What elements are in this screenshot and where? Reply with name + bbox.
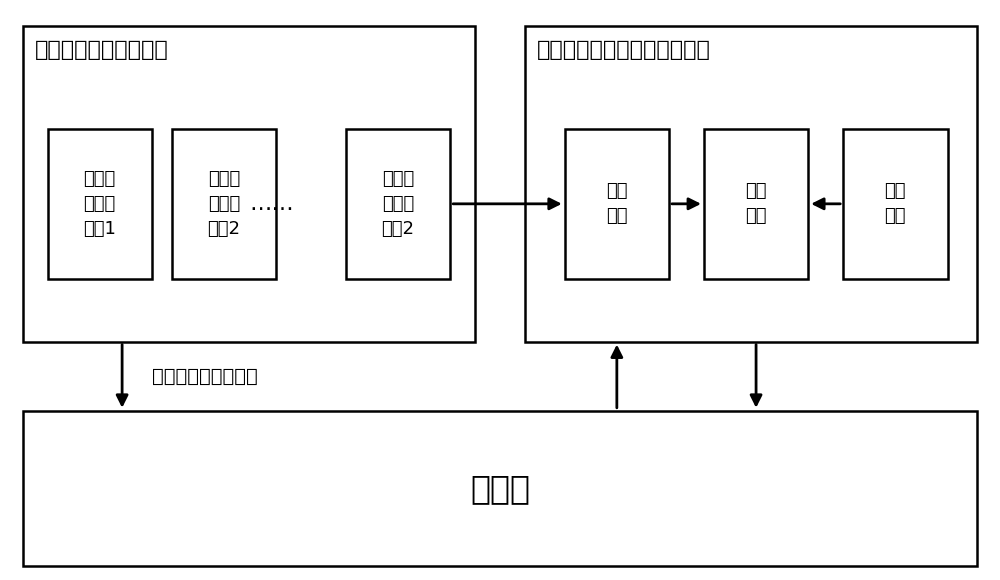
Text: 接入车辆的特征信息: 接入车辆的特征信息 [152, 367, 258, 386]
Text: ……: …… [249, 194, 294, 214]
Text: 控制
模块: 控制 模块 [745, 182, 767, 226]
Bar [23, 26, 475, 342]
Bar [565, 129, 669, 278]
Bar [346, 129, 450, 278]
Bar [48, 129, 152, 278]
Text: 分配
模块: 分配 模块 [885, 182, 906, 226]
Text: 平行
系统: 平行 系统 [606, 182, 628, 226]
Bar [172, 129, 276, 278]
Bar [525, 26, 977, 342]
Text: 充电桩功率智能分配调节系统: 充电桩功率智能分配调节系统 [537, 40, 711, 60]
Text: 人工神
经网络
模型2: 人工神 经网络 模型2 [208, 170, 241, 238]
Text: 人工神
经网络
模型2: 人工神 经网络 模型2 [382, 170, 415, 238]
Text: 人工神
经网络
模型1: 人工神 经网络 模型1 [83, 170, 116, 238]
Bar [704, 129, 808, 278]
Bar [23, 411, 977, 566]
Text: 车辆充电行为学习模块: 车辆充电行为学习模块 [35, 40, 168, 60]
Bar [843, 129, 948, 278]
Text: 充电桩: 充电桩 [470, 472, 530, 505]
